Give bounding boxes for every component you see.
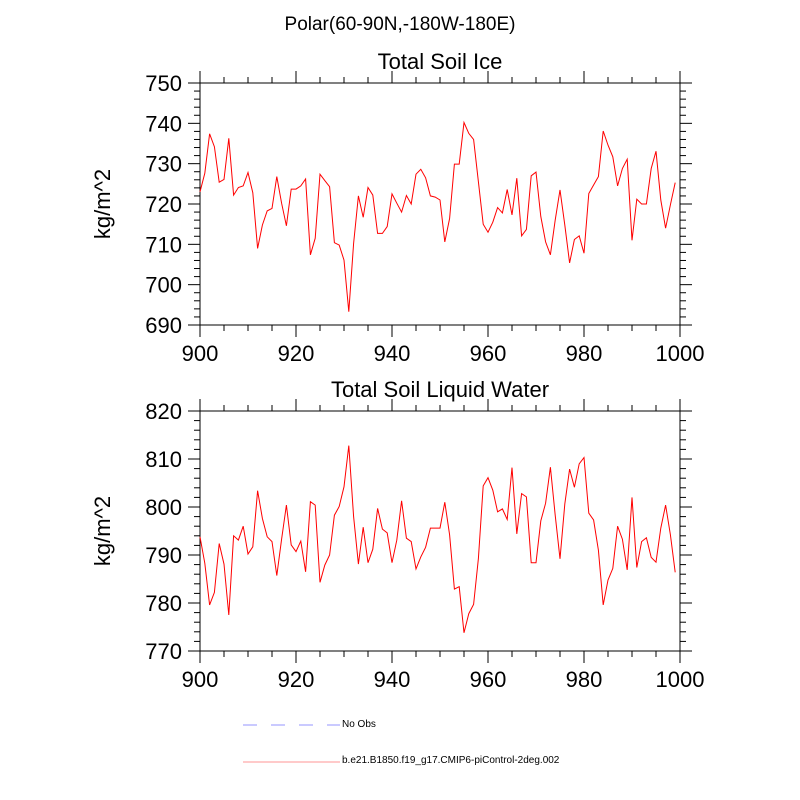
y-tick-label: 800 [145, 495, 182, 520]
legend-label-obs: No Obs [342, 719, 376, 730]
y-tick-label: 810 [145, 447, 182, 472]
x-tick-label: 940 [374, 667, 411, 692]
chart-title: Total Soil Ice [378, 49, 503, 74]
series-line-model [199, 120, 676, 312]
y-axis-label: kg/m^2 [90, 169, 115, 239]
x-tick-label: 1000 [656, 667, 705, 692]
y-tick-label: 820 [145, 399, 182, 424]
chart-1: Total Soil Ice 900 920 940 960 980 1000 690 700 7… [90, 49, 704, 366]
x-tick-label: 900 [182, 341, 219, 366]
x-tick-label: 1000 [656, 341, 705, 366]
series-line-model [199, 445, 676, 633]
y-tick-label: 790 [145, 543, 182, 568]
y-tick-label: 780 [145, 591, 182, 616]
x-tick-label: 940 [374, 341, 411, 366]
x-tick-label: 960 [470, 667, 507, 692]
y-tick-label: 730 [145, 152, 182, 177]
y-axis-label: kg/m^2 [90, 496, 115, 566]
legend-label-model: b.e21.B1850.f19_g17.CMIP6-piControl-2deg… [342, 755, 560, 766]
y-tick-label: 690 [145, 313, 182, 338]
plot-frame [199, 410, 681, 652]
chart-2: Total Soil Liquid Water 900 920 940 960 980 10… [90, 377, 704, 692]
y-tick-label: 710 [145, 232, 182, 257]
y-tick-label: 720 [145, 192, 182, 217]
x-tick-label: 980 [566, 667, 603, 692]
x-tick-label: 920 [278, 667, 315, 692]
y-tick-label: 750 [145, 71, 182, 96]
chart-title: Total Soil Liquid Water [331, 377, 549, 402]
y-tick-label: 740 [145, 111, 182, 136]
figure-title: Polar(60-90N,-180W-180E) [284, 14, 516, 35]
x-tick-label: 900 [182, 667, 219, 692]
y-tick-label: 770 [145, 639, 182, 664]
x-tick-label: 920 [278, 341, 315, 366]
x-tick-label: 960 [470, 341, 507, 366]
x-tick-label: 980 [566, 341, 603, 366]
y-tick-label: 700 [145, 273, 182, 298]
